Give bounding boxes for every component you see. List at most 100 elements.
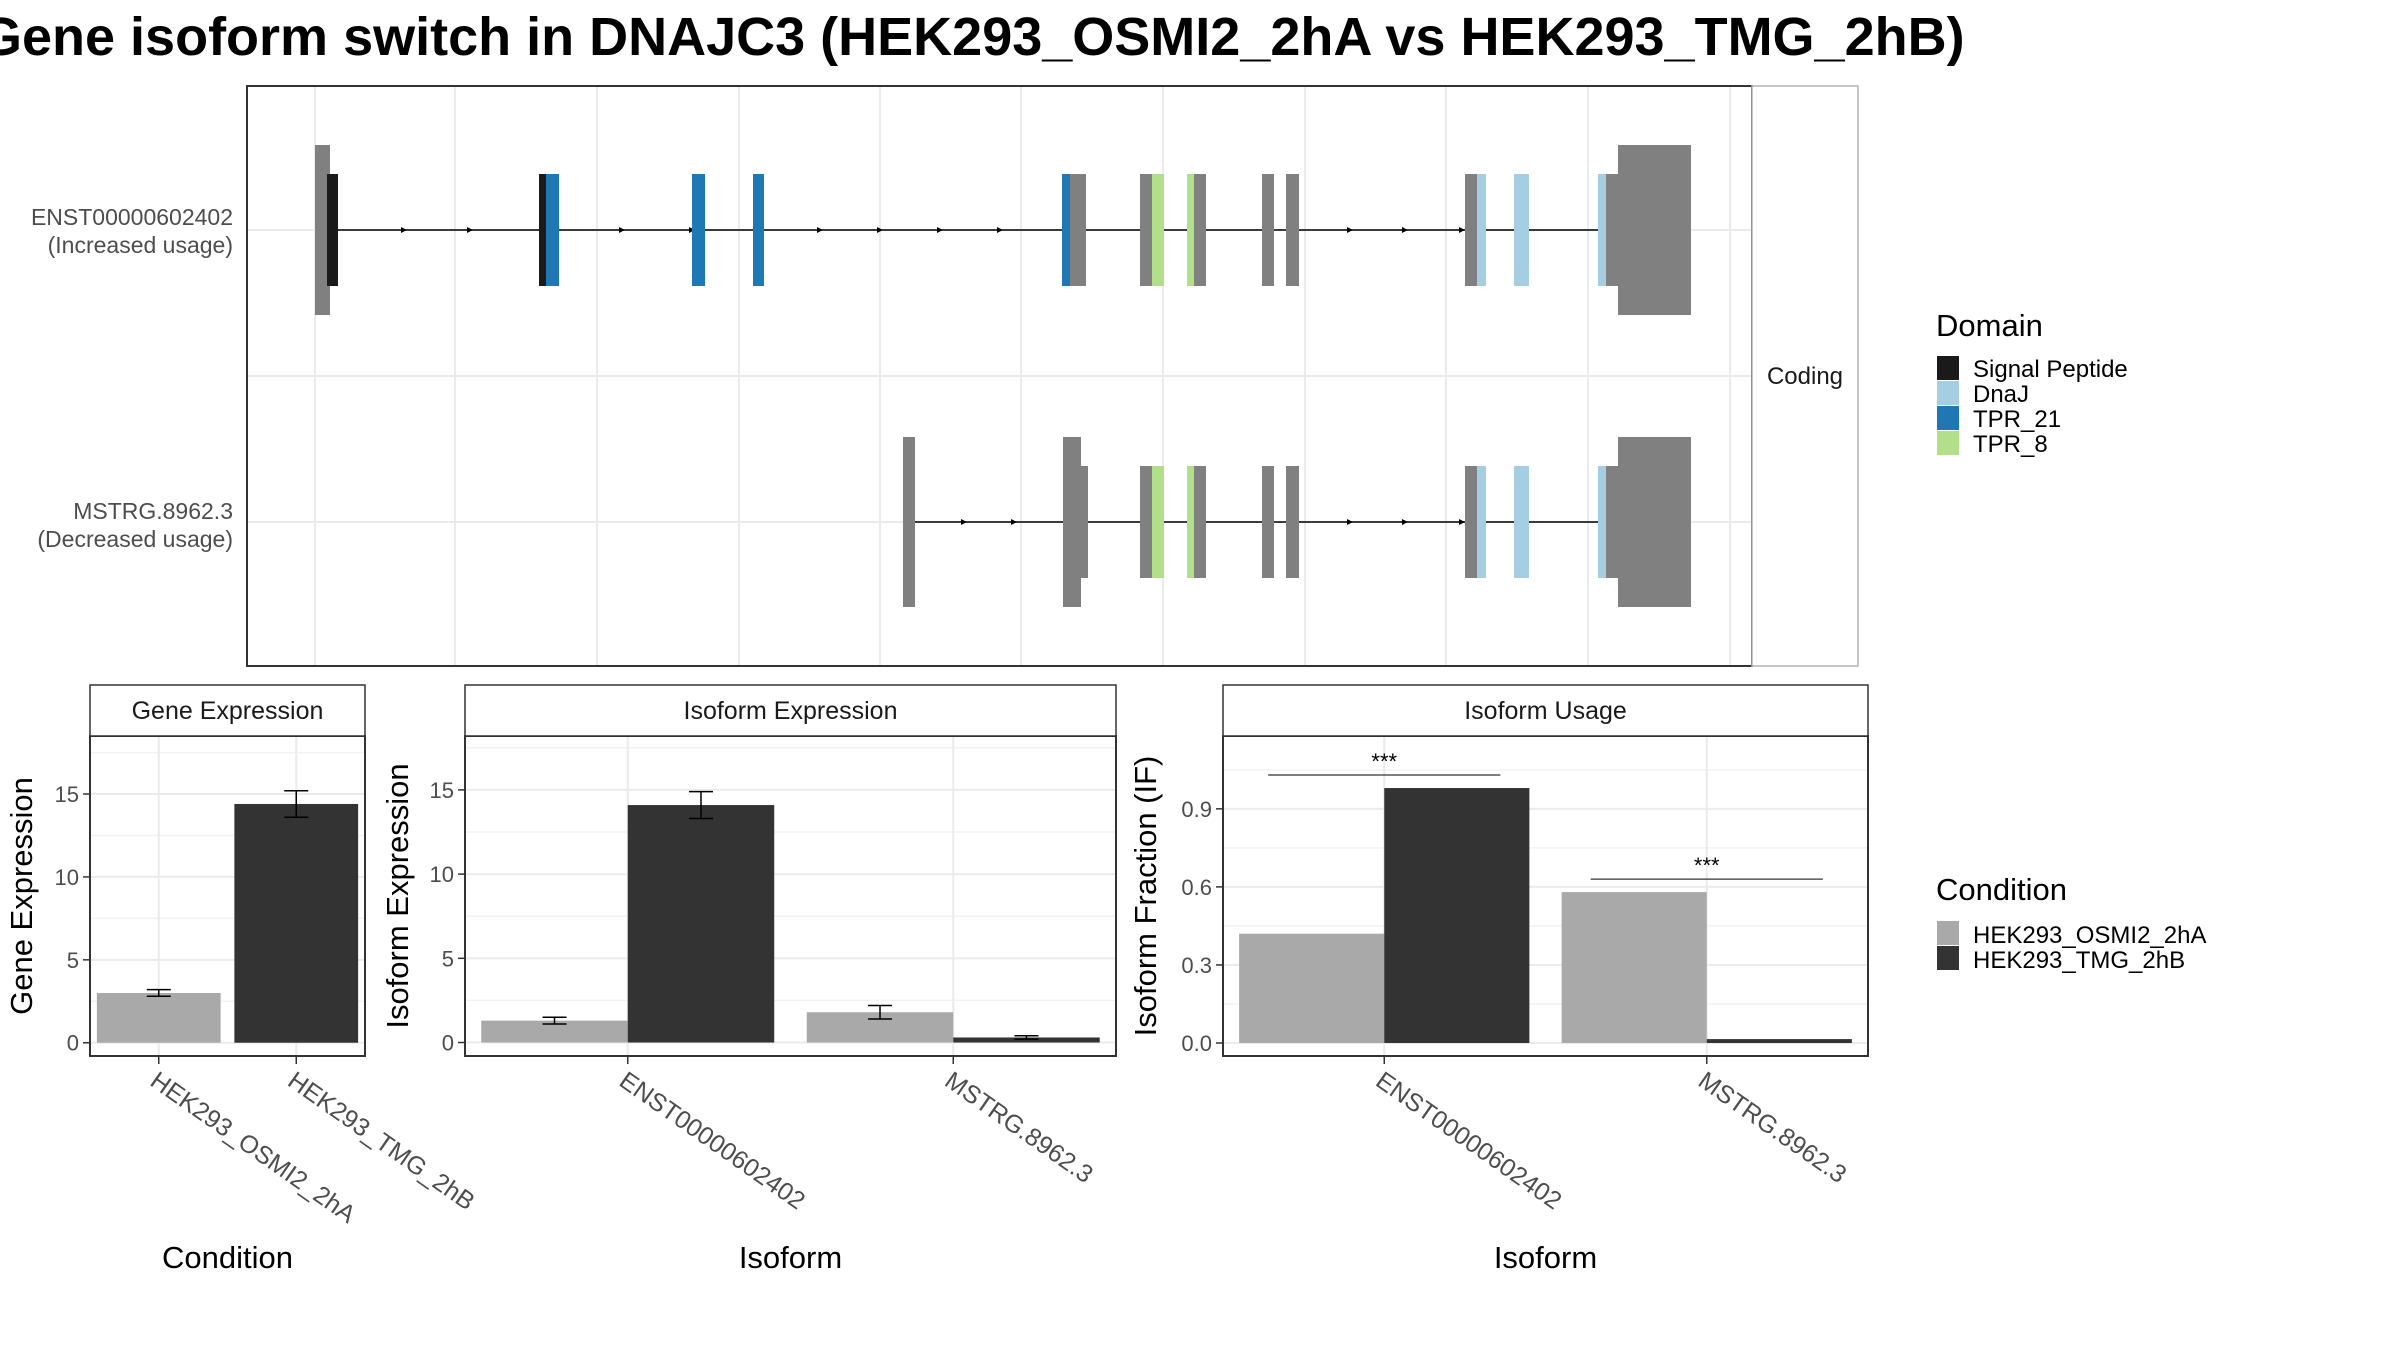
isoform-label-2-usage: (Decreased usage) — [37, 526, 233, 552]
utr-exon — [315, 145, 330, 315]
bar-tmg-1 — [1384, 788, 1530, 1043]
condition-legend: Condition HEK293_OSMI2_2hA HEK293_TMG_2h… — [1936, 872, 2206, 974]
y-tick-label: 0 — [442, 1031, 454, 1056]
legend-label-tpr8: TPR_8 — [1973, 431, 2048, 458]
panel-strip — [89, 684, 366, 737]
legend-label-dnaj: DnaJ — [1973, 381, 2029, 408]
intron-direction-arrow — [467, 227, 473, 233]
isoform-expression-panel: 0 5 10 15 Isoform Expression ENST00000602402 M… — [380, 684, 1117, 1275]
utr-exon — [1618, 145, 1691, 315]
legend-key-tpr8 — [1937, 431, 1959, 455]
bar-osmi2-2 — [1561, 892, 1707, 1043]
coding-exon — [1140, 466, 1152, 578]
intron-direction-arrow — [619, 227, 625, 233]
utr-exon — [903, 437, 915, 607]
coding-exon — [1194, 174, 1206, 286]
y-tick-label: 5 — [67, 948, 79, 973]
significance-label: *** — [1371, 749, 1397, 774]
legend-key-tpr21 — [1937, 406, 1959, 430]
y-tick-label: 0 — [67, 1031, 79, 1056]
legend-label-cond-b: HEK293_TMG_2hB — [1973, 947, 2185, 974]
dnaj-exon — [1477, 466, 1486, 578]
coding-exon — [1606, 174, 1620, 286]
intron-direction-arrow — [877, 227, 883, 233]
panel-title: Gene Expression — [132, 697, 324, 725]
coding-exon — [1194, 466, 1206, 578]
y-tick-label: 0.6 — [1181, 875, 1212, 900]
y-tick-label: 10 — [55, 865, 79, 890]
coding-exon — [1465, 174, 1477, 286]
domain-legend-title: Domain — [1936, 308, 2043, 343]
legend-key-dnaj — [1937, 381, 1959, 405]
coding-exon — [1286, 466, 1299, 578]
isoform-usage-panel: 0.0 0.3 0.6 0.9 *** *** Isoform Usage ENST00000… — [1128, 684, 1869, 1275]
intron-direction-arrow — [1011, 519, 1017, 525]
signal-peptide-exon — [539, 174, 546, 286]
y-tick-label: 10 — [430, 862, 454, 887]
intron-direction-arrow — [937, 227, 943, 233]
bar-2 — [234, 803, 359, 1043]
coding-exon — [1070, 174, 1086, 286]
y-tick-label: 15 — [55, 782, 79, 807]
signal-peptide-exon — [327, 174, 338, 286]
legend-label-cond-a: HEK293_OSMI2_2hA — [1973, 922, 2206, 949]
tpr21-exon — [753, 174, 764, 286]
bar-tmg-1 — [627, 805, 775, 1043]
figure-title: Gene isoform switch in DNAJC3 (HEK293_OS… — [0, 7, 1965, 67]
facet-strip — [1751, 85, 1859, 667]
bar-tmg-2 — [953, 1037, 1100, 1043]
coding-exon — [1140, 174, 1152, 286]
panel-strip — [1222, 684, 1869, 737]
x-tick-label: ENST00000602402 — [614, 1066, 810, 1215]
utr-exon — [1063, 437, 1081, 607]
coding-exon — [1262, 466, 1274, 578]
intron-direction-arrow — [1402, 227, 1408, 233]
bar-osmi2-1 — [1239, 933, 1385, 1043]
tpr8-exon — [1152, 466, 1164, 578]
legend-label-tpr21: TPR_21 — [1973, 406, 2061, 433]
bar-tmg-2 — [1706, 1039, 1852, 1043]
tpr21-exon — [546, 174, 559, 286]
y-axis-title: Isoform Fraction (IF) — [1128, 756, 1163, 1037]
x-tick-label: MSTRG.8962.3 — [940, 1066, 1098, 1189]
intron-direction-arrow — [817, 227, 823, 233]
x-axis-title: Condition — [162, 1240, 293, 1275]
x-tick-label: ENST00000602402 — [1371, 1066, 1567, 1215]
domain-legend: Domain Signal Peptide DnaJ TPR_21 TPR_8 — [1936, 308, 2128, 458]
isoform-label-1-usage: (Increased usage) — [48, 232, 233, 258]
panel-title: Isoform Usage — [1464, 697, 1627, 725]
y-tick-label: 0.9 — [1181, 797, 1212, 822]
coding-exon — [1465, 466, 1477, 578]
tpr21-exon — [1062, 174, 1070, 286]
dnaj-exon — [1477, 174, 1486, 286]
panel-strip — [464, 684, 1117, 737]
transcript-structure-panel: Coding ENST00000602402 (Increased usage)… — [31, 85, 1859, 667]
dnaj-exon — [1598, 174, 1606, 286]
y-tick-label: 5 — [442, 946, 454, 971]
tpr8-exon — [1152, 174, 1164, 286]
intron-direction-arrow — [997, 227, 1003, 233]
legend-key-cond-b — [1937, 946, 1959, 970]
y-tick-label: 0.0 — [1181, 1031, 1212, 1056]
bar-osmi2-1 — [481, 1020, 628, 1043]
y-axis-title: Gene Expression — [4, 777, 39, 1015]
coding-exon — [1262, 174, 1274, 286]
x-axis-title: Isoform — [1494, 1240, 1597, 1275]
utr-exon — [1618, 437, 1691, 607]
legend-key-cond-a — [1937, 921, 1959, 945]
dnaj-exon — [1514, 466, 1529, 578]
intron-direction-arrow — [1347, 227, 1353, 233]
coding-exon — [1286, 174, 1299, 286]
x-tick-label: MSTRG.8962.3 — [1693, 1066, 1851, 1189]
coding-exon — [1078, 466, 1088, 578]
dnaj-exon — [1514, 174, 1529, 286]
significance-label: *** — [1694, 853, 1720, 878]
transcript-track-1 — [315, 145, 1691, 315]
y-axis-title: Isoform Expression — [380, 763, 415, 1028]
condition-legend-title: Condition — [1936, 872, 2067, 907]
intron-direction-arrow — [1459, 519, 1465, 525]
coding-exon — [1606, 466, 1620, 578]
isoform-label-1-id: ENST00000602402 — [31, 204, 233, 230]
intron-direction-arrow — [401, 227, 407, 233]
